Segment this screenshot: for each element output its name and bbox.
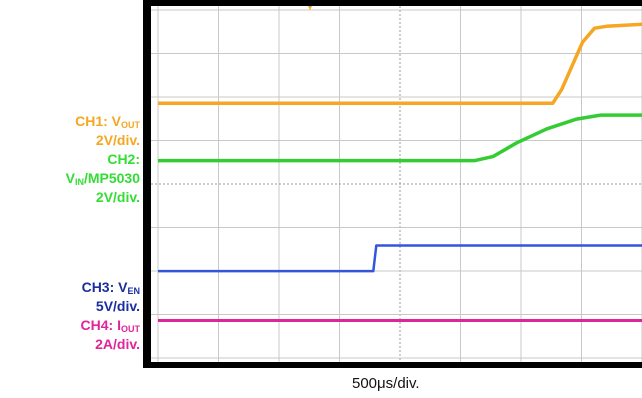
ch3-scale: 5V/div. xyxy=(95,298,140,314)
ch3-label: CH3: VEN xyxy=(81,279,140,296)
scope-traces xyxy=(158,22,642,322)
ch4-scale: 2A/div. xyxy=(95,336,140,352)
scope-grid xyxy=(151,6,642,362)
channel-legend: CH1: VOUT 2V/div. CH2: VIN/MP5030 2V/div… xyxy=(0,0,140,398)
trigger-marker-icon xyxy=(308,6,312,10)
trace-ch1 xyxy=(158,22,642,106)
x-axis-label: 500μs/div. xyxy=(352,375,420,392)
ch1-label: CH1: VOUT xyxy=(75,113,140,130)
ch4-label: CH4: IOUT xyxy=(80,317,140,334)
trace-ch2 xyxy=(158,113,642,163)
ch2-scale: 2V/div. xyxy=(95,189,140,205)
oscilloscope-plot xyxy=(143,0,642,368)
trace-ch3 xyxy=(158,244,642,273)
ch2-label: CH2: xyxy=(107,151,140,167)
ch1-scale: 2V/div. xyxy=(95,132,140,148)
ch2-source: VIN/MP5030 xyxy=(65,170,140,187)
